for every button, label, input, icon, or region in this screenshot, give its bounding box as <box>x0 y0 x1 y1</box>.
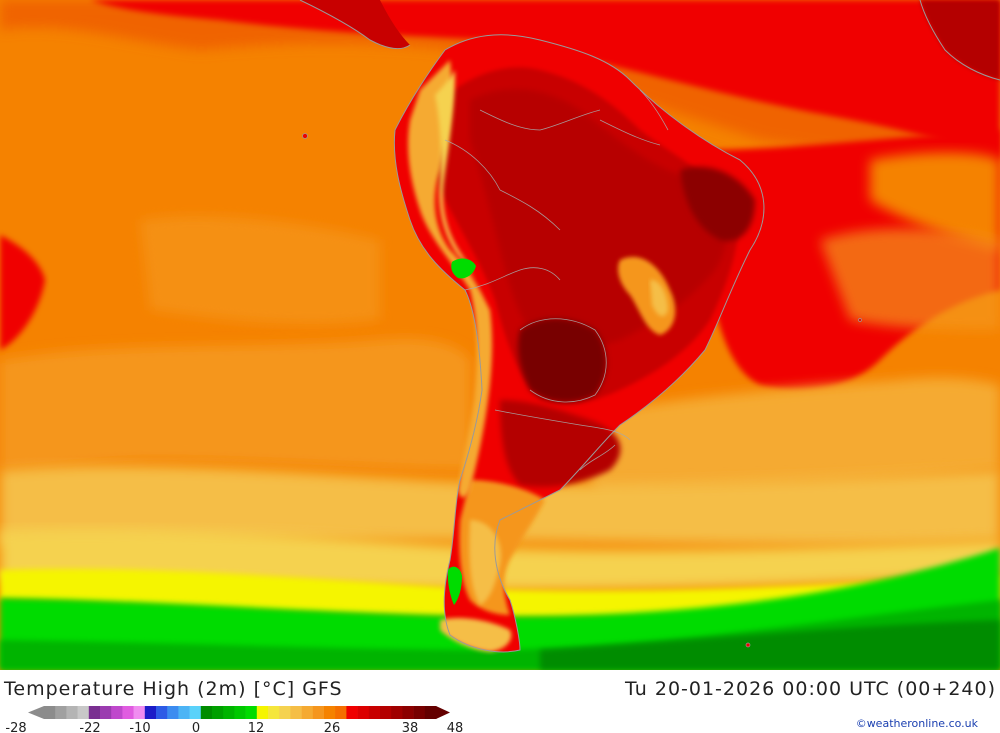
legend-swatch <box>324 706 336 719</box>
legend-swatch <box>391 706 403 719</box>
legend-swatch <box>268 706 280 719</box>
legend-swatch <box>380 706 392 719</box>
legend-swatch <box>189 706 202 719</box>
color-legend: -28 -22 -10 0 12 26 38 48 <box>5 706 463 733</box>
legend-swatch <box>167 706 179 719</box>
legend-tick-label: 0 <box>192 721 200 733</box>
legend-swatch <box>245 706 258 719</box>
legend-swatch <box>111 706 123 719</box>
legend-swatch <box>88 706 101 719</box>
temperature-map <box>0 0 1000 670</box>
legend-swatch <box>144 706 157 719</box>
legend-tick-label: -22 <box>79 721 100 733</box>
legend-swatch <box>312 706 325 719</box>
legend-arrow-left <box>28 706 44 719</box>
legend-swatch <box>133 706 146 719</box>
legend-swatch <box>212 706 224 719</box>
coastlines <box>299 0 1000 653</box>
legend-swatch <box>55 706 67 719</box>
forecast-timestamp: Tu 20-01-2026 00:00 UTC (00+240) <box>625 678 996 700</box>
legend-swatch <box>66 706 78 719</box>
legend-swatch <box>256 706 269 719</box>
map-title: Temperature High (2m) [°C] GFS <box>4 678 343 700</box>
legend-swatch <box>234 706 246 719</box>
legend-swatch <box>279 706 291 719</box>
legend-swatch <box>77 706 90 719</box>
legend-tick-label: 26 <box>324 721 341 733</box>
country-borders <box>444 89 669 471</box>
legend-swatch <box>346 706 358 719</box>
legend-swatch <box>44 706 56 719</box>
legend-swatch <box>122 706 134 719</box>
legend-swatch <box>368 706 381 719</box>
legend-swatch <box>178 706 190 719</box>
legend-swatch <box>413 706 426 719</box>
legend-swatch <box>290 706 302 719</box>
legend-swatch <box>223 706 235 719</box>
footer <box>0 670 1000 733</box>
legend-tick-label: -10 <box>129 721 150 733</box>
south-america-land <box>300 0 1000 652</box>
credit-link[interactable]: ©weatheronline.co.uk <box>855 717 978 730</box>
legend-tick-label: 38 <box>402 721 419 733</box>
legend-ticks: -28 -22 -10 0 12 26 38 48 <box>5 721 463 733</box>
legend-swatches <box>28 706 450 719</box>
legend-swatch <box>156 706 168 719</box>
legend-swatch <box>402 706 414 719</box>
legend-tick-label: 48 <box>447 721 464 733</box>
legend-swatch <box>100 706 112 719</box>
legend-tick-label: 12 <box>248 721 265 733</box>
legend-arrow-right <box>436 706 450 719</box>
legend-swatch <box>357 706 370 719</box>
islands <box>302 133 862 648</box>
legend-swatch <box>301 706 314 719</box>
legend-tick-label: -28 <box>5 721 26 733</box>
legend-swatch <box>200 706 213 719</box>
legend-swatch <box>424 706 437 719</box>
legend-swatch <box>335 706 347 719</box>
